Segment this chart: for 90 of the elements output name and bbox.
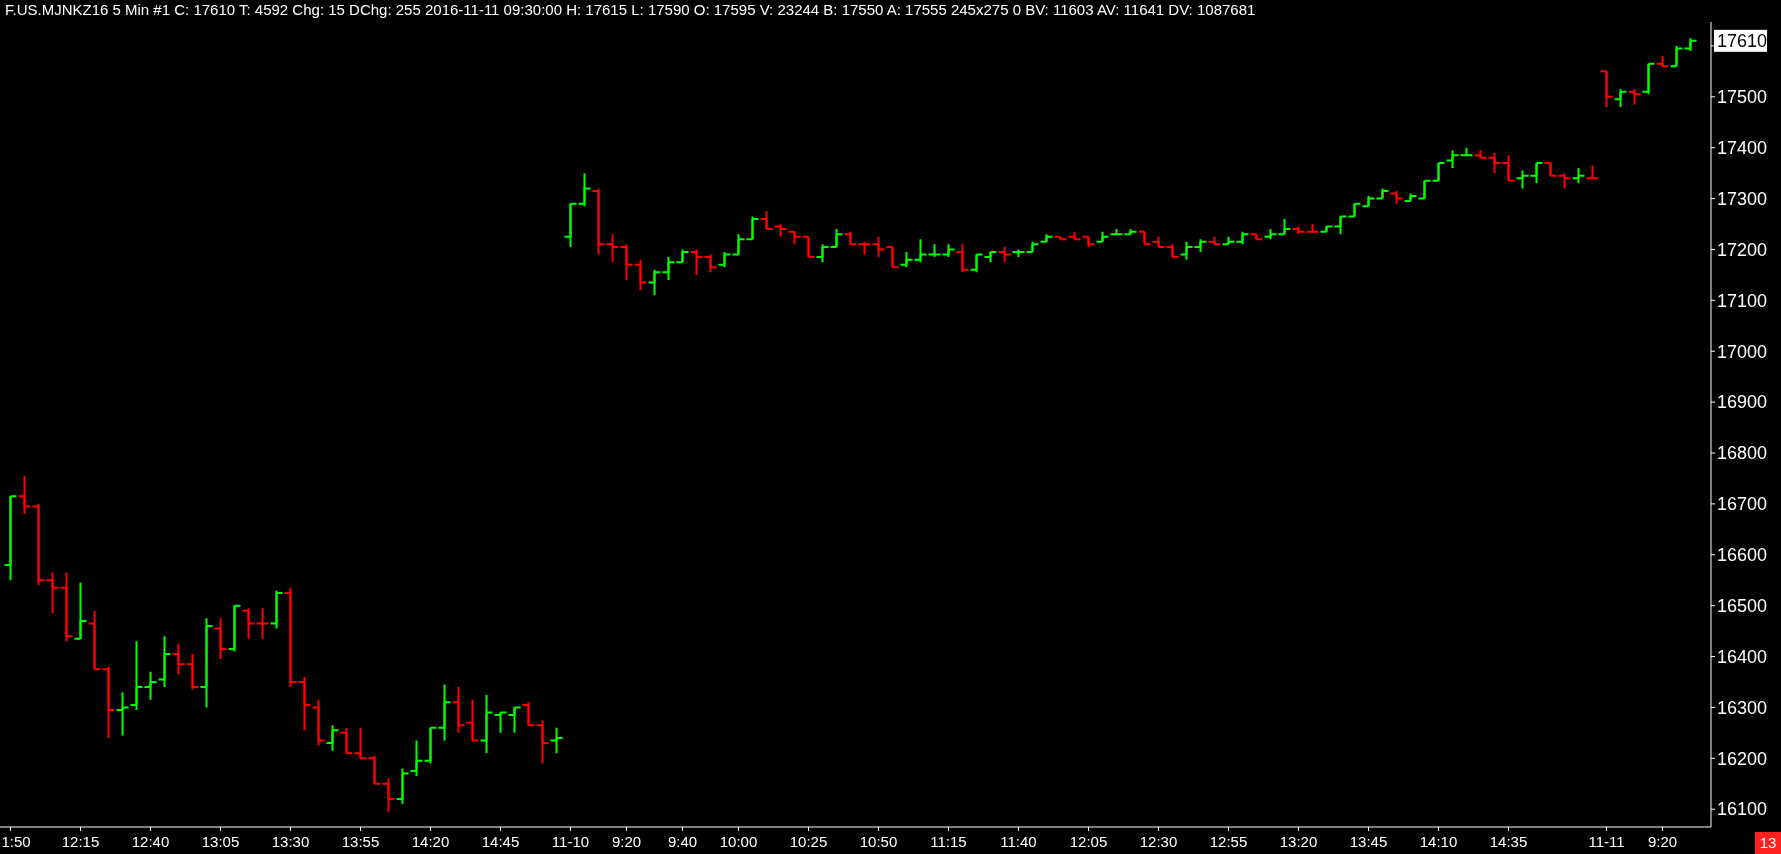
candlestick (1459, 146, 1474, 157)
x-tick-label: 12:30 (1139, 833, 1178, 850)
x-tick-label: 10:25 (789, 833, 828, 850)
candlestick (1137, 230, 1152, 246)
y-tick-label: 17000 (1717, 341, 1768, 362)
x-tick-label: 11:40 (1000, 833, 1037, 850)
x-tick-label: 11:15 (930, 833, 967, 850)
x-tick-label: 10:50 (859, 833, 898, 850)
candlestick (927, 243, 942, 259)
x-tick-label: 14:20 (411, 833, 450, 850)
candlestick (1291, 225, 1306, 236)
candlestick (1585, 164, 1600, 180)
x-tick-label: 12:05 (1069, 833, 1108, 850)
candlestick (1277, 217, 1292, 236)
candlestick (815, 243, 830, 264)
candlestick (941, 243, 956, 259)
candlestick (969, 253, 984, 274)
y-tick-label: 17100 (1717, 290, 1768, 311)
x-tick-label: 12:55 (1209, 833, 1248, 850)
candlestick (1165, 243, 1180, 259)
y-tick-label: 16300 (1717, 697, 1768, 718)
candlestick (899, 251, 914, 269)
y-tick-label: 16100 (1717, 799, 1768, 820)
candlestick (1473, 149, 1488, 159)
candlestick (829, 228, 844, 248)
x-tick-label: 13:20 (1279, 833, 1318, 850)
candlestick (1025, 240, 1040, 253)
candlestick (675, 248, 690, 264)
x-tick-label: 1:50 (1, 833, 31, 850)
candlestick (857, 240, 872, 256)
candlestick (1431, 161, 1446, 182)
candlestick (255, 607, 270, 640)
y-tick-label: 16900 (1717, 392, 1768, 413)
y-tick-label: 16800 (1717, 443, 1768, 464)
y-tick-label: 17500 (1717, 87, 1768, 108)
x-tick-label: 9:40 (667, 833, 698, 850)
candlestick (843, 230, 858, 246)
x-tick-label: 11-10 (551, 833, 590, 850)
chart-title: F.US.MJNKZ16 5 Min #1 C: 17610 T: 4592 Chg: 15 DChg: 255 2016-11-11 09:30:00 H: 17615 L: 17590 O: 17595 V: 23244 B: 17550 A: 17555 245x275 0 BV: 11603 AV: 11641 DV: 1087681 (5, 1, 1256, 18)
x-tick-label: 9:20 (611, 833, 642, 850)
y-tick-label: 16600 (1717, 545, 1768, 566)
y-tick-label: 17200 (1717, 239, 1768, 260)
candlestick (1193, 238, 1208, 253)
candlestick (1263, 228, 1278, 241)
candlestick (1095, 230, 1110, 243)
y-tick-label: 17400 (1717, 137, 1768, 158)
x-tick-label: 14:45 (481, 833, 520, 850)
candlestick (1403, 192, 1418, 203)
y-tick-label: 16400 (1717, 646, 1768, 667)
candlestick (983, 251, 998, 264)
x-tick-label: 14:35 (1489, 833, 1528, 850)
candlestick (1109, 228, 1124, 236)
candlestick (1347, 202, 1362, 218)
candlestick (703, 253, 718, 274)
candlestick (1361, 195, 1376, 208)
candlestick (1683, 37, 1698, 52)
x-tick-label: 14:10 (1419, 833, 1458, 850)
y-tick-label: 16200 (1717, 748, 1768, 769)
candlestick (1333, 215, 1348, 236)
x-tick-label: 13:05 (201, 833, 240, 850)
x-tick-label: 9:20 (1647, 833, 1678, 850)
candlestick (1515, 169, 1530, 190)
candlestick (1417, 179, 1432, 200)
x-tick-label: 12:15 (61, 833, 100, 850)
candlestick (1375, 187, 1390, 200)
y-tick-label: 16700 (1717, 494, 1768, 515)
candlestick (1039, 233, 1054, 243)
candlestick (787, 230, 802, 246)
candlestick (1571, 167, 1586, 185)
candlestick (1235, 230, 1250, 246)
candlestick (1011, 248, 1026, 259)
x-tick-label: 13:55 (341, 833, 380, 850)
candlestick (997, 245, 1012, 264)
y-tick-label: 16500 (1717, 595, 1768, 616)
x-tick-label: 13:45 (1349, 833, 1388, 850)
candlestick (1613, 88, 1628, 108)
candlestick (1543, 161, 1558, 177)
x-tick-label: 13:30 (271, 833, 310, 850)
candlestick (717, 251, 732, 269)
x-tick-label: 10:00 (719, 833, 758, 850)
candlestick (759, 210, 774, 231)
y-tick-label: 17300 (1717, 188, 1768, 209)
candlestick (1151, 235, 1166, 248)
candlestick (1389, 189, 1404, 205)
candlestick (1081, 235, 1096, 248)
candlestick (1305, 223, 1320, 233)
candlestick (1445, 149, 1460, 170)
x-tick-label: 11-11 (1588, 833, 1625, 850)
candlestick (1179, 240, 1194, 261)
x-tick-label: 12:40 (131, 833, 170, 850)
